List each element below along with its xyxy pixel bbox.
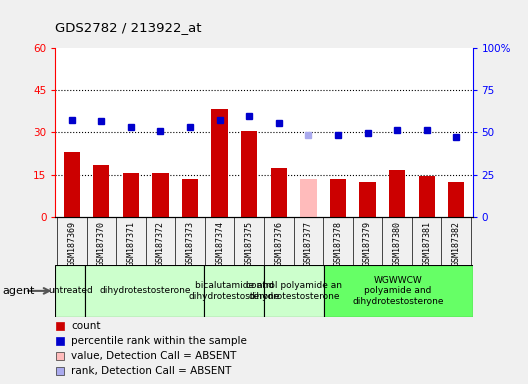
Bar: [324, 265, 473, 317]
Bar: [93, 165, 109, 217]
Text: GSM187373: GSM187373: [185, 221, 194, 266]
Bar: [271, 168, 287, 217]
Text: dihydrotestosterone: dihydrotestosterone: [99, 286, 191, 295]
Text: untreated: untreated: [48, 286, 93, 295]
Text: GSM187378: GSM187378: [334, 221, 343, 266]
Bar: [122, 173, 139, 217]
Bar: [182, 179, 198, 217]
Text: bicalutamide and
dihydrotestosterone: bicalutamide and dihydrotestosterone: [188, 281, 280, 301]
Bar: [360, 182, 376, 217]
Text: GSM187380: GSM187380: [393, 221, 402, 266]
Text: GSM187382: GSM187382: [452, 221, 461, 266]
Text: percentile rank within the sample: percentile rank within the sample: [71, 336, 248, 346]
Bar: [63, 152, 80, 217]
Text: GSM187375: GSM187375: [244, 221, 254, 266]
Text: GSM187381: GSM187381: [422, 221, 431, 266]
Bar: [330, 179, 346, 217]
Text: WGWWCW
polyamide and
dihydrotestosterone: WGWWCW polyamide and dihydrotestosterone: [352, 276, 444, 306]
Text: value, Detection Call = ABSENT: value, Detection Call = ABSENT: [71, 351, 237, 361]
Text: GSM187369: GSM187369: [67, 221, 76, 266]
Bar: [152, 173, 168, 217]
Text: count: count: [71, 321, 101, 331]
Text: agent: agent: [3, 286, 35, 296]
Bar: [448, 182, 465, 217]
Text: GSM187379: GSM187379: [363, 221, 372, 266]
Text: rank, Detection Call = ABSENT: rank, Detection Call = ABSENT: [71, 366, 232, 376]
Bar: [204, 265, 264, 317]
Bar: [300, 179, 316, 217]
Bar: [389, 170, 406, 217]
Text: GSM187374: GSM187374: [215, 221, 224, 266]
Bar: [241, 131, 257, 217]
Text: control polyamide an
dihydrotestosterone: control polyamide an dihydrotestosterone: [246, 281, 342, 301]
Text: GSM187370: GSM187370: [97, 221, 106, 266]
Bar: [212, 109, 228, 217]
Bar: [419, 176, 435, 217]
Text: GDS2782 / 213922_at: GDS2782 / 213922_at: [55, 21, 202, 34]
Bar: [264, 265, 324, 317]
Text: GSM187376: GSM187376: [274, 221, 284, 266]
Bar: [85, 265, 204, 317]
Bar: [55, 265, 85, 317]
Text: GSM187372: GSM187372: [156, 221, 165, 266]
Text: GSM187371: GSM187371: [126, 221, 135, 266]
Text: GSM187377: GSM187377: [304, 221, 313, 266]
